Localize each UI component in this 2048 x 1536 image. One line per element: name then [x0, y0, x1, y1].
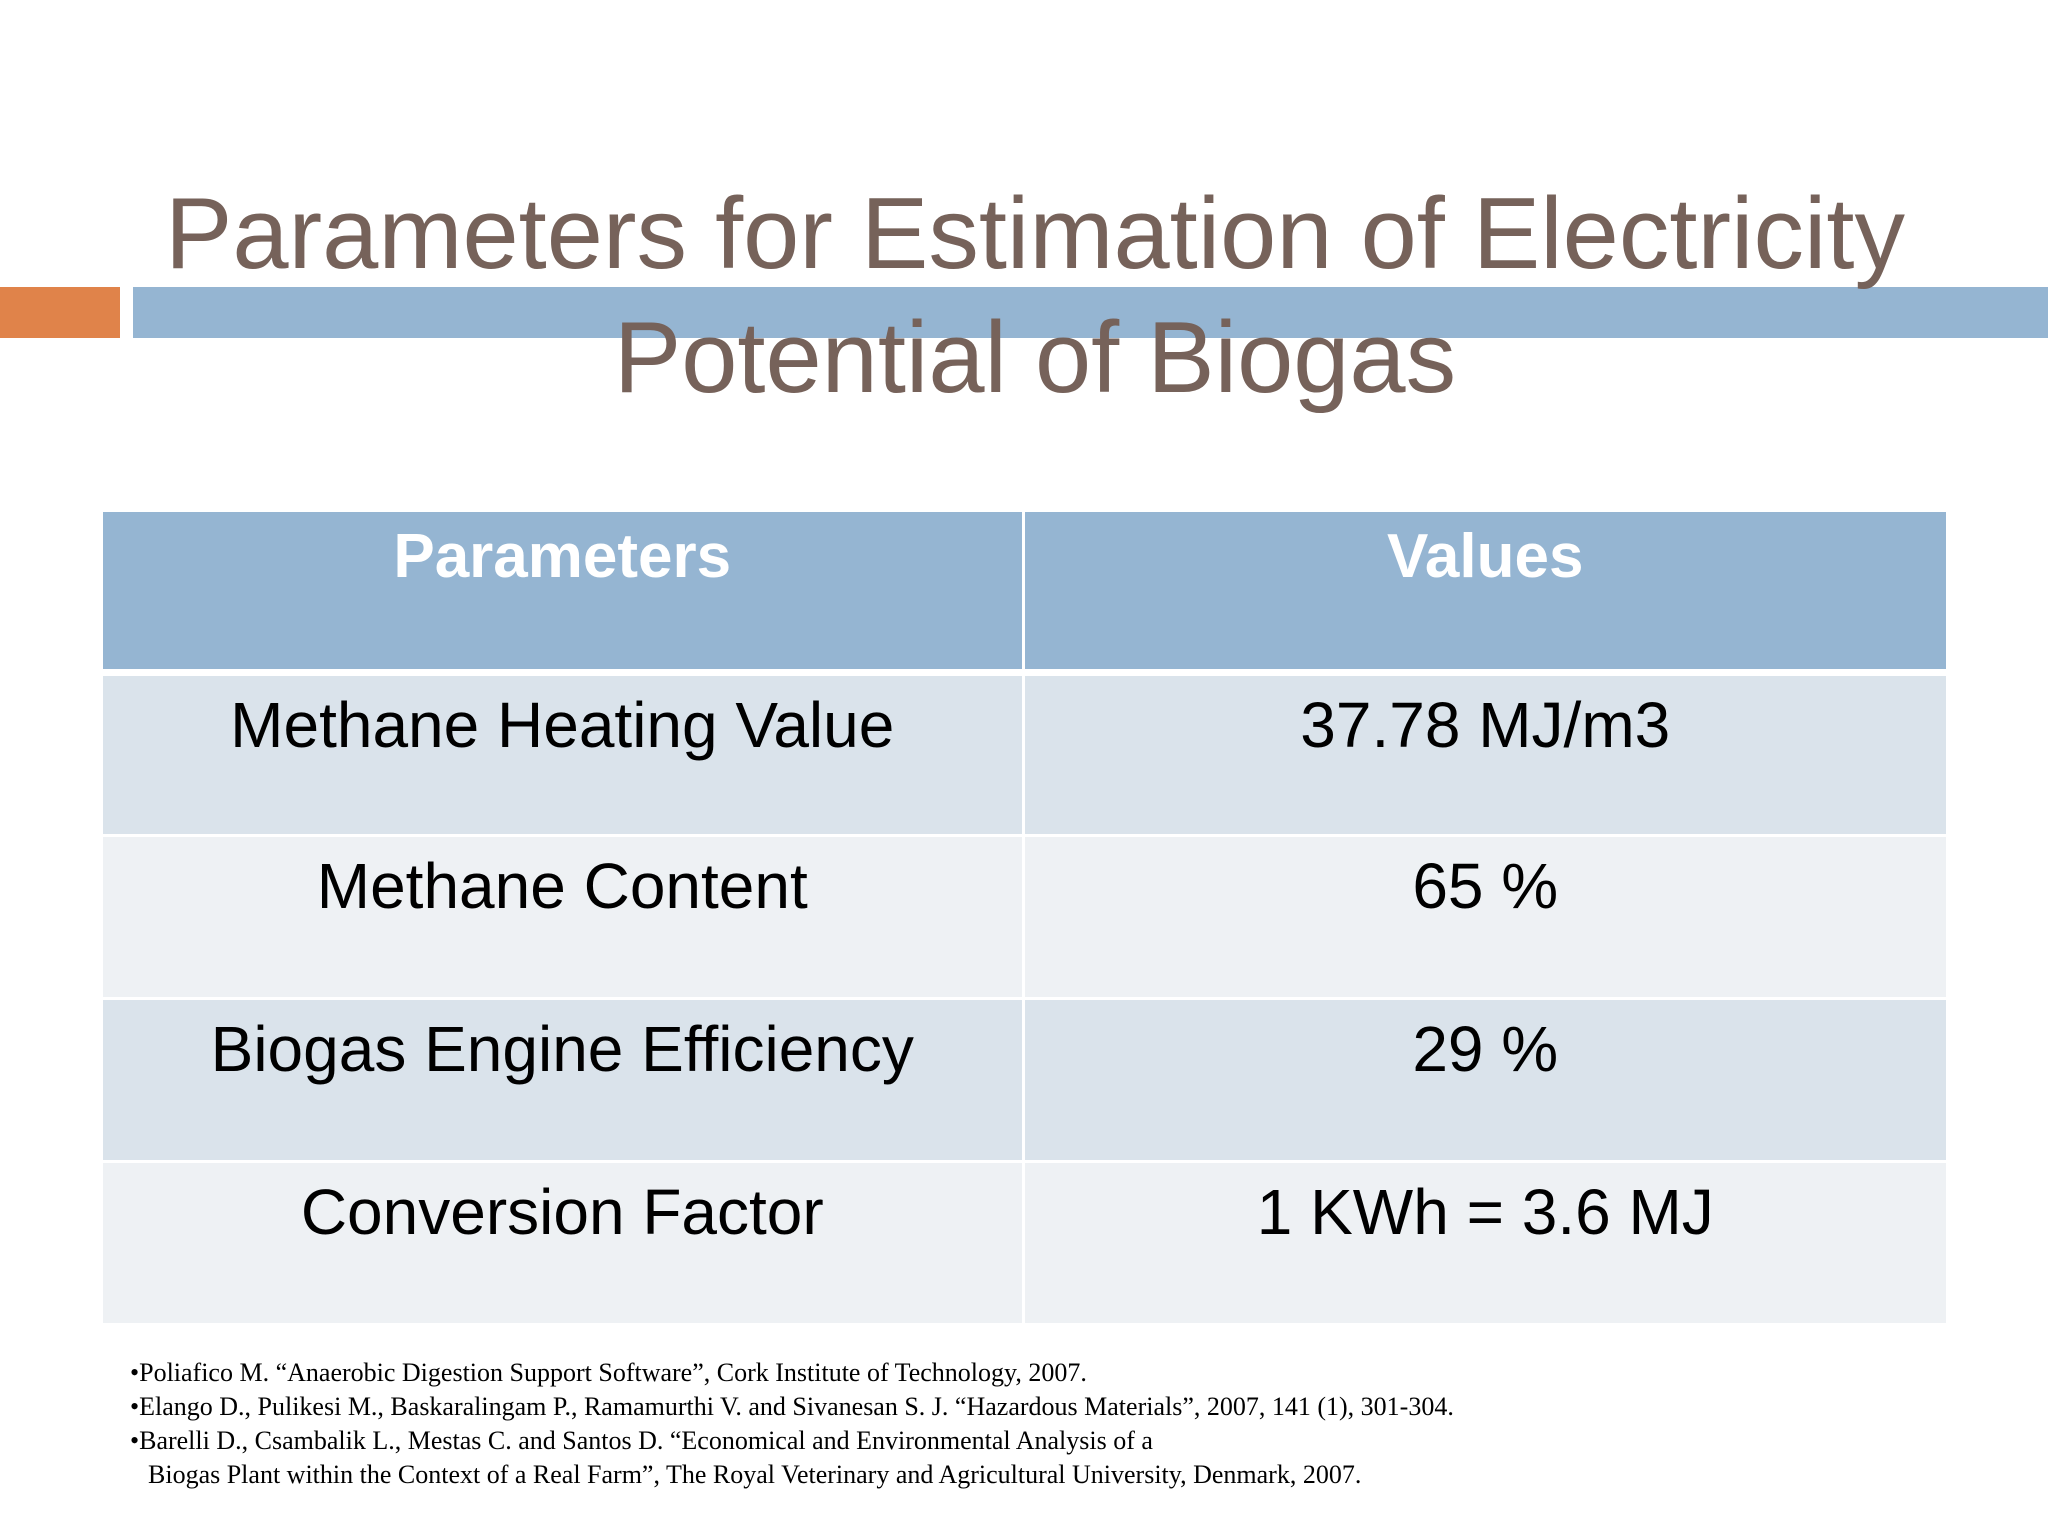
- title-accent-orange-bar: [0, 287, 120, 338]
- table-header-row: Parameters Values: [103, 512, 1946, 676]
- parameter-cell: Conversion Factor: [103, 1161, 1025, 1326]
- reference-item: •Poliafico M. “Anaerobic Digestion Suppo…: [130, 1358, 1087, 1387]
- parameters-table: Parameters Values Methane Heating Value …: [103, 512, 1946, 1326]
- references-list: •Poliafico M. “Anaerobic Digestion Suppo…: [130, 1356, 2010, 1492]
- value-cell: 65 %: [1023, 835, 1946, 1000]
- reference-item: •Barelli D., Csambalik L., Mestas C. and…: [130, 1426, 1153, 1455]
- parameter-cell: Biogas Engine Efficiency: [103, 998, 1025, 1163]
- slide-title-line-1: Parameters for Estimation of Electricity: [165, 178, 1905, 290]
- title-accent-blue-bar: [133, 287, 2048, 338]
- table-row: Methane Heating Value 37.78 MJ/m3: [103, 672, 1946, 837]
- header-values: Values: [1023, 512, 1946, 676]
- reference-item-continuation: Biogas Plant within the Context of a Rea…: [148, 1460, 1362, 1489]
- reference-item: •Elango D., Pulikesi M., Baskaralingam P…: [130, 1392, 1454, 1421]
- value-cell: 29 %: [1023, 998, 1946, 1163]
- table-row: Biogas Engine Efficiency 29 %: [103, 998, 1946, 1163]
- parameter-cell: Methane Content: [103, 835, 1025, 1000]
- value-cell: 1 KWh = 3.6 MJ: [1023, 1161, 1946, 1326]
- slide-title-line-2: Potential of Biogas: [613, 302, 1457, 414]
- value-cell: 37.78 MJ/m3: [1023, 672, 1946, 837]
- table-row: Methane Content 65 %: [103, 835, 1946, 1000]
- parameter-cell: Methane Heating Value: [103, 672, 1025, 837]
- header-parameters: Parameters: [103, 512, 1025, 676]
- slide-title: Parameters for Estimation of Electricity…: [60, 172, 2010, 420]
- table-row: Conversion Factor 1 KWh = 3.6 MJ: [103, 1161, 1946, 1326]
